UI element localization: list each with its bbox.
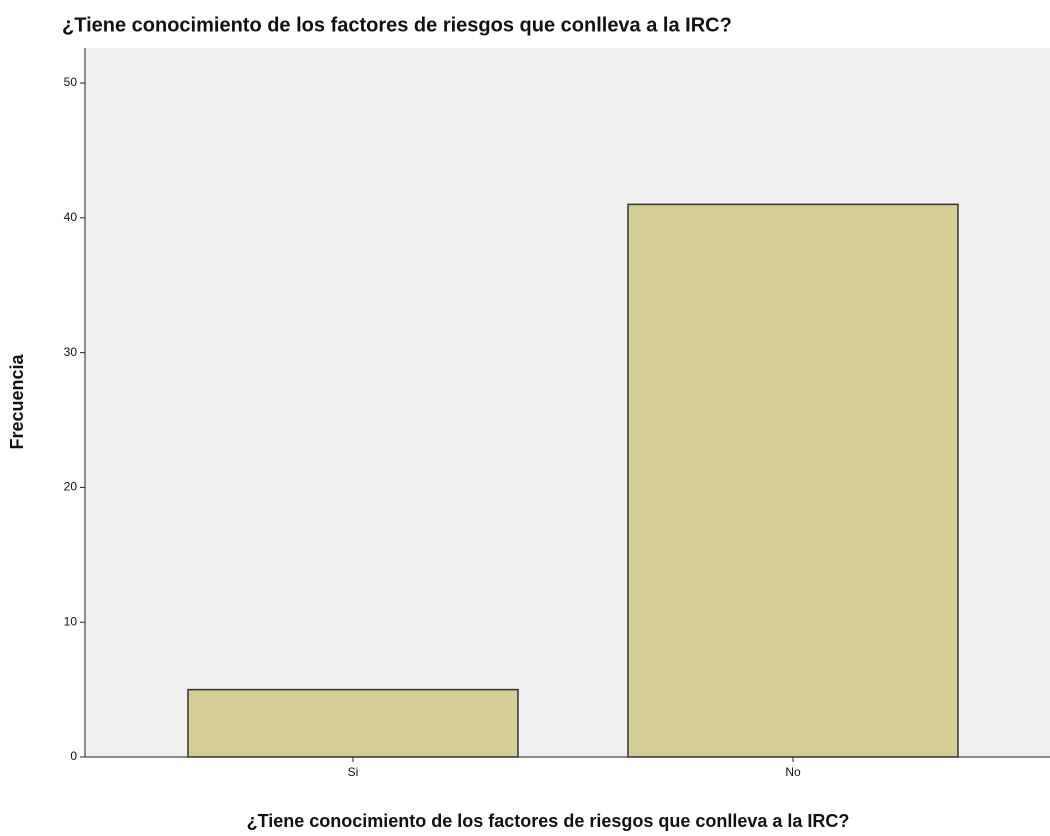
x-tick-label: No <box>785 765 801 779</box>
y-tick-label: 50 <box>64 75 78 89</box>
x-axis-label: ¿Tiene conocimiento de los factores de r… <box>247 811 850 831</box>
bar <box>187 688 519 758</box>
y-tick-label: 0 <box>70 749 77 763</box>
y-tick-label: 20 <box>64 480 78 494</box>
chart-title: ¿Tiene conocimiento de los factores de r… <box>62 14 732 36</box>
y-tick-label: 40 <box>64 210 78 224</box>
y-tick-label: 10 <box>64 614 78 628</box>
bar <box>627 203 959 758</box>
x-tick-label: Si <box>348 765 359 779</box>
y-axis-label: Frecuencia <box>7 353 27 449</box>
y-tick-label: 30 <box>64 345 78 359</box>
